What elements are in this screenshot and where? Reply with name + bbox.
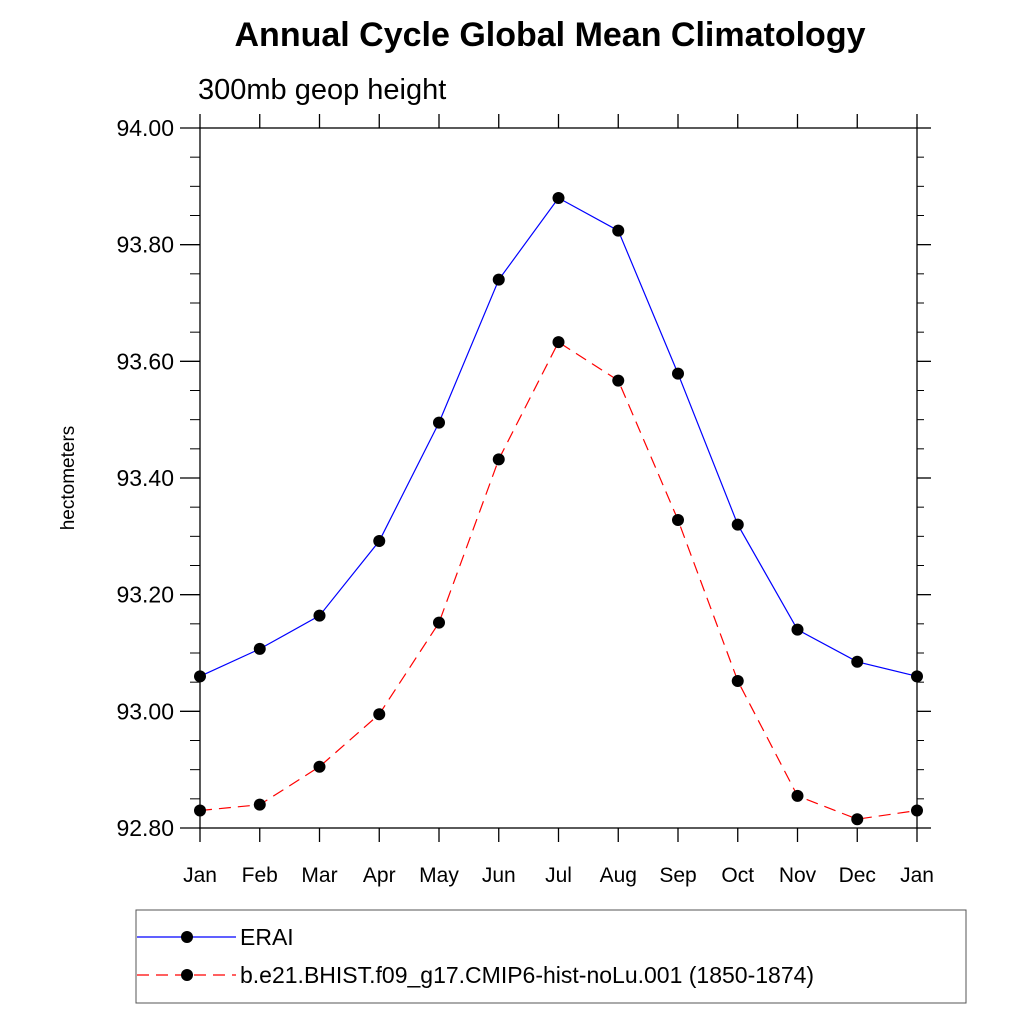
chart-subtitle: 300mb geop height [198, 74, 446, 106]
y-tick-label: 93.00 [116, 698, 174, 724]
series-2-point [851, 813, 864, 826]
x-tick-label: Sep [659, 864, 696, 887]
x-tick-label: Aug [600, 864, 637, 887]
chart-title: Annual Cycle Global Mean Climatology [235, 16, 866, 54]
data-series [194, 192, 923, 826]
series-2-point [612, 374, 625, 387]
series-2-point [552, 336, 565, 349]
series-2-point [433, 616, 445, 629]
x-tick-label: Nov [779, 864, 817, 887]
series-line-2 [199, 341, 918, 820]
legend: ERAI b.e21.BHIST.f09_g17.CMIP6-hist-noLu.… [135, 909, 967, 1004]
x-tick-labels: Jan Feb Mar Apr May Jun Jul Aug Sep Oct Nov Dec Jan [183, 864, 934, 887]
x-tick-label: Oct [721, 864, 754, 887]
x-tick-label: May [419, 864, 459, 887]
series-1-point [313, 609, 326, 622]
legend-entries: ERAI b.e21.BHIST.f09_g17.CMIP6-hist-noLu.… [137, 924, 814, 988]
x-tick-label: Jun [482, 864, 516, 887]
tick-marks [180, 114, 931, 842]
series-1-point [791, 623, 804, 636]
y-tick-label: 93.40 [116, 465, 174, 491]
y-tick-labels: 92.80 93.00 93.20 93.40 93.60 93.80 94.00 [116, 115, 174, 841]
series-1-point [672, 367, 684, 380]
series-2-point [253, 798, 266, 811]
y-tick-label: 93.60 [116, 348, 174, 374]
legend-label-2: b.e21.BHIST.f09_g17.CMIP6-hist-noLu.001 … [240, 962, 814, 988]
series-2-point [373, 708, 386, 721]
plot-frame [199, 127, 918, 829]
series-2-point [791, 789, 804, 802]
series-1-point [552, 192, 565, 204]
x-tick-label: Jan [183, 864, 217, 887]
legend-box [135, 909, 967, 1004]
legend-marker-2 [181, 969, 193, 981]
series-1-point [253, 642, 266, 655]
series-1-point [731, 518, 744, 531]
y-tick-label: 92.80 [116, 815, 174, 841]
y-tick-label: 93.80 [116, 232, 174, 258]
series-2-point [672, 514, 684, 526]
x-tick-label: Feb [242, 864, 278, 887]
series-1-point [612, 224, 625, 237]
y-axis-label: hectometers [58, 426, 79, 531]
x-tick-label: Apr [363, 864, 396, 887]
series-1-point [492, 273, 505, 286]
series-2-point [492, 453, 505, 466]
legend-marker-1 [181, 931, 193, 943]
x-tick-label: Jan [900, 864, 934, 887]
series-2-point [313, 760, 326, 773]
series-1-point [373, 535, 386, 547]
x-tick-label: Mar [301, 864, 337, 887]
y-tick-label: 94.00 [116, 115, 174, 141]
series-1-point [851, 655, 864, 668]
series-1-point [433, 416, 445, 429]
legend-label-1: ERAI [240, 924, 294, 950]
series-2-point [731, 675, 744, 687]
x-tick-label: Dec [839, 864, 876, 887]
y-tick-label: 93.20 [116, 582, 174, 608]
series-line-1 [199, 197, 918, 677]
x-tick-label: Jul [545, 864, 572, 887]
